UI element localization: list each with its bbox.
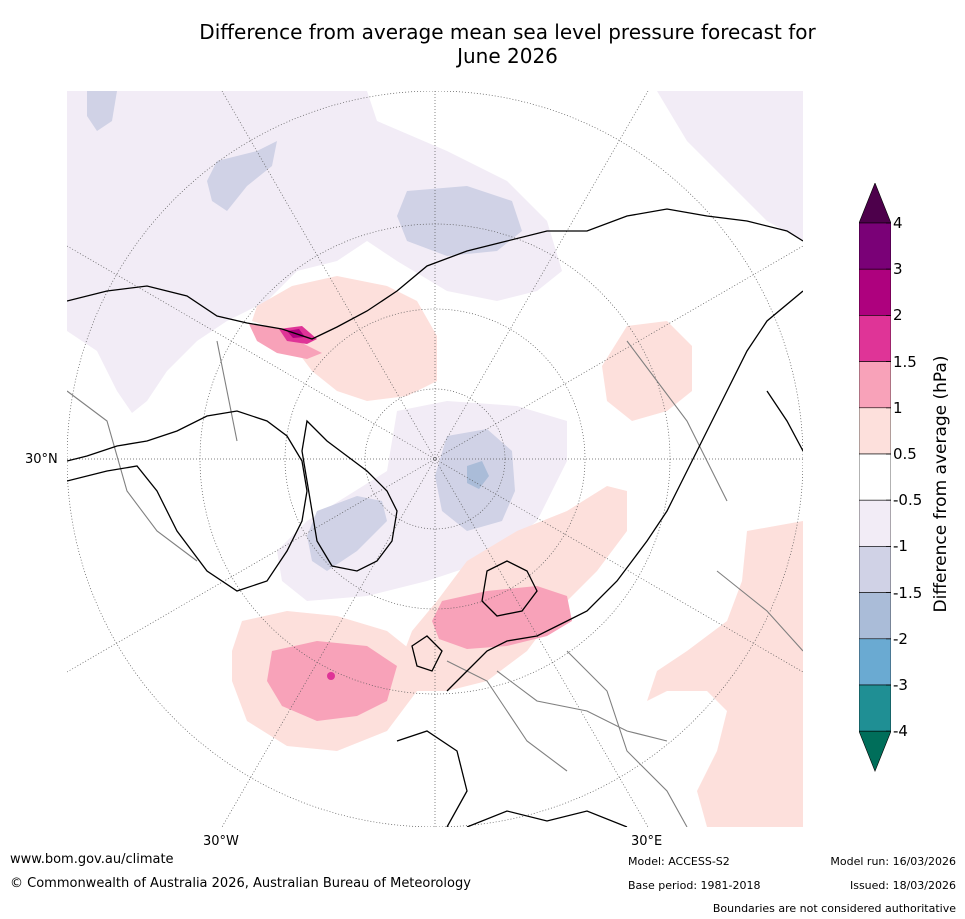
colorbar-band — [859, 315, 891, 362]
colorbar-ticks — [886, 222, 891, 732]
north-pacific-low — [397, 186, 522, 256]
colorbar-band — [859, 453, 891, 501]
colorbar-band — [859, 361, 891, 409]
colorbar-band — [859, 592, 891, 640]
graticule — [67, 91, 803, 827]
meridian-60w — [67, 245, 803, 673]
coast-north-africa — [466, 810, 628, 827]
siberia-neg-region — [657, 91, 803, 241]
border-europe-a — [446, 660, 568, 772]
colorbar-band — [859, 684, 891, 732]
border-europe-b — [496, 670, 668, 742]
border-europe-c — [566, 650, 688, 827]
footer-disclaimer: Boundaries are not considered authoritat… — [712, 902, 956, 915]
alaska-gulf-low — [207, 141, 277, 211]
map-title: Difference from average mean sea level p… — [90, 20, 925, 68]
footer-base-period: Base period: 1981-2018 — [628, 879, 761, 892]
lat-circle-60n — [284, 308, 586, 610]
meridian-60e — [67, 245, 803, 673]
colorbar-tick-label: -0.5 — [893, 491, 923, 510]
lon-label-30e: 30°E — [631, 834, 663, 849]
lon-label-30w: 30°W — [203, 834, 239, 849]
footer-copyright: © Commonwealth of Australia 2026, Austra… — [10, 876, 471, 891]
atlantic-core-high — [327, 672, 335, 680]
meridian-30w — [221, 91, 649, 827]
country-borders — [67, 340, 803, 827]
aleutian-ridge — [252, 276, 437, 401]
colorbar-tick-label: -2 — [893, 629, 908, 648]
footer-issued: Issued: 18/03/2026 — [849, 879, 956, 892]
colorbar-extend-low — [859, 730, 891, 773]
colorbar-band — [859, 268, 891, 316]
footer-model: Model: ACCESS-S2 — [628, 855, 730, 868]
anomaly-layer-neg-deep — [467, 461, 489, 489]
north-pacific-neg-region — [67, 91, 562, 413]
pacific-small-low — [87, 91, 117, 131]
east-asia-ridge — [647, 521, 803, 827]
coast-eurasia — [446, 290, 803, 692]
colorbar-tick-label: -3 — [893, 676, 908, 694]
colorbar-band — [859, 638, 891, 686]
coast-north-america — [67, 410, 308, 592]
arctic-core-low — [467, 461, 489, 489]
footer-website: www.bom.gov.au/climate — [10, 852, 174, 867]
border-asia — [716, 570, 803, 652]
title-line-2: June 2026 — [457, 44, 558, 68]
coast-iberia — [396, 730, 468, 827]
colorbar-extend-high — [859, 183, 891, 224]
colorbar-band — [859, 499, 891, 547]
border-alaska — [216, 340, 238, 442]
scandinavian-high — [432, 586, 572, 649]
colorbar-tick-label: 3 — [893, 260, 903, 279]
bering-high-outer — [249, 324, 322, 359]
colorbar-title: Difference from average (hPa) — [931, 355, 951, 613]
greenland-low — [307, 496, 387, 571]
lat-label-30n: 30°N — [25, 452, 58, 467]
colorbar — [859, 183, 891, 773]
colorbar-band — [859, 407, 891, 455]
polar-map — [67, 91, 803, 827]
anomaly-layer-pos-mid — [249, 324, 572, 721]
colorbar-tick-label: -4 — [893, 722, 908, 741]
coast-british-isles — [411, 635, 443, 672]
colorbar-segments — [859, 183, 891, 773]
coast-scandinavia — [481, 560, 538, 617]
coast-greenland — [301, 419, 398, 572]
border-north-america — [67, 390, 198, 562]
colorbar-tick-label: 1.5 — [893, 352, 917, 371]
colorbar-tick-label: -1.5 — [893, 583, 923, 602]
colorbar-band — [859, 222, 891, 270]
title-line-1: Difference from average mean sea level p… — [199, 20, 816, 44]
footer-model-run: Model run: 16/03/2026 — [830, 855, 956, 868]
coast-japan — [766, 390, 803, 452]
coastlines — [67, 208, 803, 827]
north-atlantic-high — [267, 641, 397, 721]
colorbar-tick-label: 0.5 — [893, 445, 917, 463]
polar-map-svg — [67, 91, 803, 827]
siberian-ridge — [602, 321, 692, 421]
meridian-30e — [221, 91, 649, 827]
colorbar-tick-label: -1 — [893, 537, 908, 556]
colorbar-tick-label: 4 — [893, 214, 903, 232]
colorbar-tick-label: 1 — [893, 398, 903, 417]
colorbar-band — [859, 546, 891, 593]
colorbar-tick-label: 2 — [893, 306, 903, 325]
coast-north-pacific — [67, 208, 803, 340]
border-russia-china — [626, 340, 728, 502]
